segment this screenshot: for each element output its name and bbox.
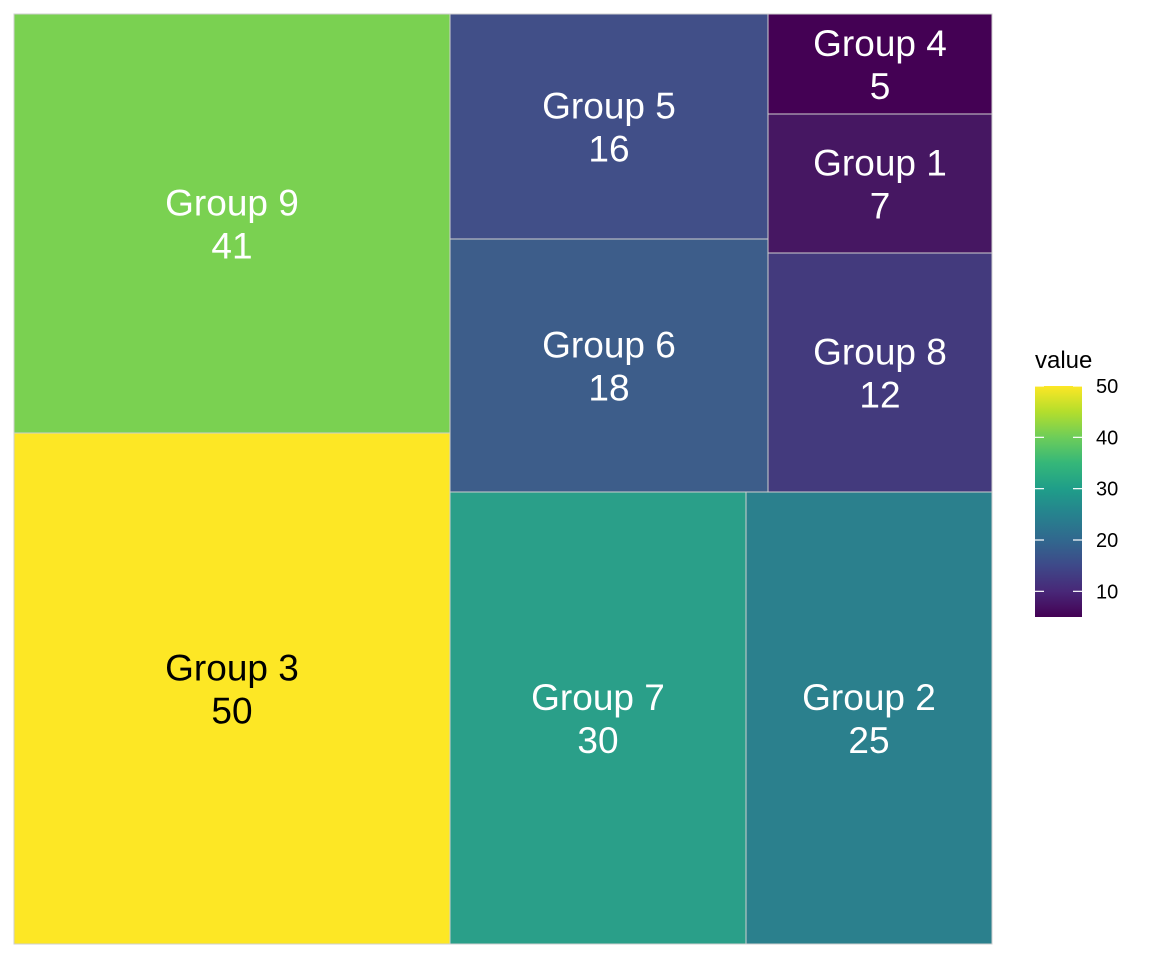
tile-rect-group-1 xyxy=(767,113,993,254)
tile-group-8: Group 812 xyxy=(767,252,993,493)
legend-title: value xyxy=(1035,347,1092,374)
tile-group-4: Group 45 xyxy=(767,13,993,115)
tile-rect-group-6 xyxy=(449,238,769,493)
tile-rect-group-4 xyxy=(767,13,993,115)
tile-group-5: Group 516 xyxy=(449,13,769,240)
tile-rect-group-8 xyxy=(767,252,993,493)
tile-label-group-1: Group 1 xyxy=(813,143,947,184)
legend-tick-label: 10 xyxy=(1096,581,1118,603)
legend-ticks: 10 20 30 40 50 xyxy=(1035,376,1118,603)
tile-value-group-1: 7 xyxy=(870,186,891,227)
tile-label-group-8: Group 8 xyxy=(813,332,947,373)
tile-label-group-9: Group 9 xyxy=(165,183,299,224)
color-legend: value 10 20 30 40 50 xyxy=(1035,347,1118,617)
tile-value-group-6: 18 xyxy=(588,368,629,409)
tile-value-group-7: 30 xyxy=(577,720,618,761)
tile-rect-group-2 xyxy=(745,491,993,945)
tile-label-group-6: Group 6 xyxy=(542,325,676,366)
tile-group-9: Group 941 xyxy=(13,13,451,434)
tile-value-group-5: 16 xyxy=(588,129,629,170)
legend-tick-label: 20 xyxy=(1096,530,1118,552)
tile-rect-group-9 xyxy=(13,13,451,434)
tile-label-group-3: Group 3 xyxy=(165,648,299,689)
tile-label-group-7: Group 7 xyxy=(531,677,665,718)
legend-colorbar xyxy=(1035,386,1082,617)
tile-value-group-8: 12 xyxy=(859,375,900,416)
tile-group-1: Group 17 xyxy=(767,113,993,254)
tile-rect-group-5 xyxy=(449,13,769,240)
tile-label-group-4: Group 4 xyxy=(813,23,947,64)
tile-value-group-2: 25 xyxy=(848,720,889,761)
tile-value-group-9: 41 xyxy=(211,226,252,267)
tile-group-6: Group 618 xyxy=(449,238,769,493)
tile-value-group-4: 5 xyxy=(870,66,891,107)
tile-group-3: Group 350 xyxy=(13,432,451,945)
tile-value-group-3: 50 xyxy=(211,691,252,732)
tile-label-group-2: Group 2 xyxy=(802,677,936,718)
tile-rect-group-7 xyxy=(449,491,747,945)
tile-label-group-5: Group 5 xyxy=(542,86,676,127)
tile-rect-group-3 xyxy=(13,432,451,945)
tile-group-2: Group 225 xyxy=(745,491,993,945)
legend-tick-label: 30 xyxy=(1096,479,1118,501)
legend-tick-label: 50 xyxy=(1096,376,1118,398)
tile-group-7: Group 730 xyxy=(449,491,747,945)
legend-tick-label: 40 xyxy=(1096,427,1118,449)
